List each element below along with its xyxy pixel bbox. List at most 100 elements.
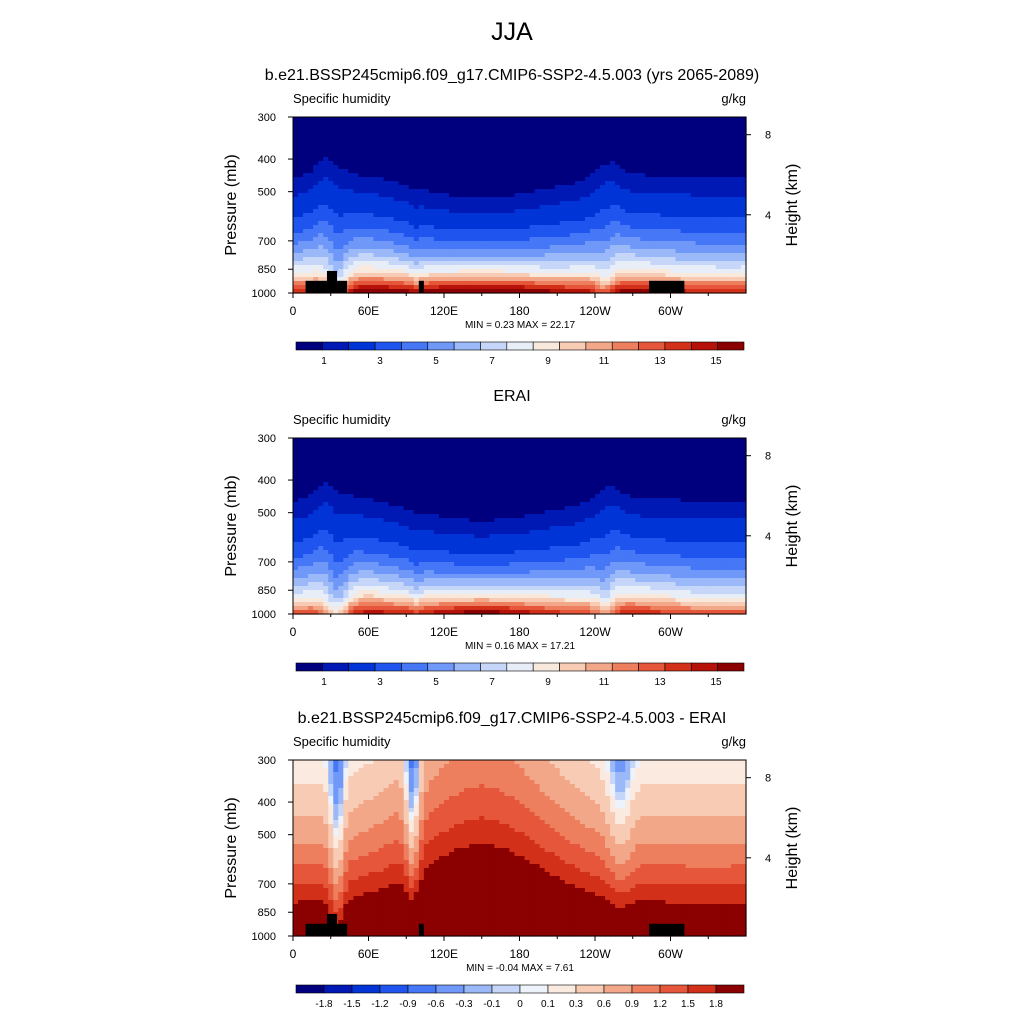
heatmap-cell [514,265,521,270]
heatmap-cell [680,474,687,479]
heatmap-cell [615,201,621,206]
heatmap-cell [449,289,455,294]
heatmap-cell [328,249,334,254]
heatmap-cell [333,237,339,242]
heatmap-cell [303,245,309,250]
heatmap-cell [418,165,425,170]
heatmap-cell [418,145,425,150]
heatmap-cell [303,470,309,475]
heatmap-cell [318,470,324,475]
heatmap-cell [353,185,360,190]
heatmap-cell [559,277,566,282]
heatmap-cell [660,253,667,258]
heatmap-cell [313,237,319,242]
heatmap-cell [413,285,420,290]
heatmap-cell [358,450,365,455]
heatmap-cell [589,438,596,443]
heatmap-cell [690,245,697,250]
heatmap-cell [514,165,521,170]
heatmap-cell [303,165,309,170]
figure-title: JJA [491,18,533,46]
heatmap-cell [484,281,490,286]
heatmap-cell [298,157,304,162]
heatmap-cell [740,193,747,198]
heatmap-cell [715,137,722,142]
heatmap-cell [660,233,667,238]
heatmap-cell [660,237,667,242]
heatmap-cell [605,121,611,126]
heatmap-cell [408,438,415,443]
heatmap-cell [343,245,349,250]
heatmap-cell [735,125,742,130]
heatmap-cell [383,185,390,190]
heatmap-cell [489,446,495,451]
heatmap-cell [635,229,641,234]
heatmap-cell [665,257,672,262]
heatmap-cell [328,241,334,246]
heatmap-cell [645,245,651,250]
heatmap-cell [438,189,445,194]
heatmap-cell [293,141,299,146]
heatmap-cell [474,450,480,455]
heatmap-cell [715,281,722,286]
heatmap-cell [353,189,360,194]
heatmap-cell [328,189,334,194]
heatmap-cell [413,185,420,190]
heatmap-cell [474,149,480,154]
heatmap-cell [353,125,360,130]
heatmap-cell [378,189,385,194]
heatmap-cell [413,229,420,234]
heatmap-cell [444,257,450,262]
heatmap-cell [670,446,677,451]
heatmap-cell [600,217,606,222]
heatmap-cell [433,249,440,254]
heatmap-cell [413,141,420,146]
heatmap-cell [529,157,536,162]
heatmap-cell [484,133,490,138]
heatmap-cell [338,193,344,198]
heatmap-cell [569,189,576,194]
heatmap-cell [685,161,692,166]
heatmap-cell [438,177,445,182]
heatmap-cell [630,285,636,290]
heatmap-cell [615,462,621,467]
heatmap-cell [710,285,717,290]
colorbar-box [690,341,718,351]
heatmap-cell [418,209,425,214]
heatmap-cell [680,145,687,150]
heatmap-cell [655,129,662,134]
heatmap-cell [670,442,677,447]
heatmap-cell [373,470,380,475]
heatmap-cell [539,165,546,170]
heatmap-cell [474,438,480,443]
heatmap-cell [368,233,375,238]
heatmap-cell [595,446,601,451]
heatmap-cell [428,197,435,202]
heatmap-cell [348,269,354,274]
heatmap-cell [574,225,581,230]
heatmap-cell [459,133,465,138]
heatmap-cell [730,145,737,150]
heatmap-cell [670,121,677,126]
heatmap-cell [298,454,304,459]
heatmap-cell [695,265,702,270]
heatmap-cell [418,125,425,130]
heatmap-cell [630,197,636,202]
heatmap-cell [705,442,712,447]
heatmap-cell [670,462,677,467]
heatmap-cell [595,450,601,455]
heatmap-cell [630,145,636,150]
heatmap-cell [303,233,309,238]
heatmap-cell [433,157,440,162]
heatmap-cell [584,149,591,154]
heatmap-cell [449,229,455,234]
heatmap-cell [469,253,475,258]
heatmap-cell [398,237,405,242]
heatmap-cell [529,253,536,258]
heatmap-cell [353,157,360,162]
heatmap-cell [539,261,546,266]
heatmap-cell [610,225,616,230]
heatmap-cell [514,141,521,146]
heatmap-cell [730,137,737,142]
